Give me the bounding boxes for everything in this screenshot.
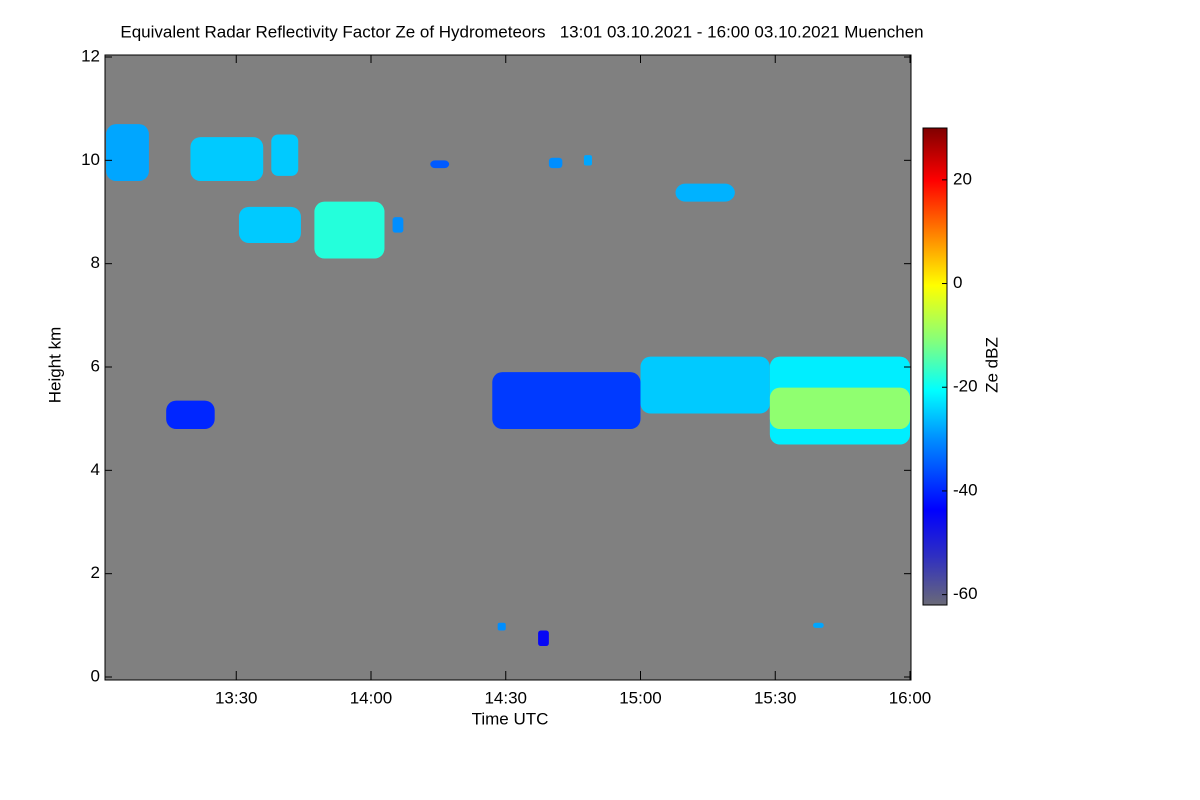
colorbar — [922, 127, 948, 606]
colorbar-tick-label: -20 — [953, 377, 978, 396]
reflectivity-cell — [497, 622, 506, 631]
y-tick-label: 2 — [91, 563, 100, 582]
reflectivity-cell — [812, 622, 824, 628]
y-tick-label: 6 — [91, 356, 100, 375]
colorbar-tick-label: -40 — [953, 480, 978, 499]
colorbar-tick-label: 20 — [953, 169, 972, 188]
colorbar-label: Ze dBZ — [982, 337, 1001, 393]
x-tick-label: 15:00 — [619, 688, 662, 707]
x-tick-label: 13:30 — [215, 688, 258, 707]
reflectivity-cell — [769, 387, 910, 429]
y-tick-label: 4 — [91, 460, 100, 479]
x-tick-label: 16:00 — [889, 688, 932, 707]
x-axis-label: Time UTC — [472, 709, 549, 728]
reflectivity-cell — [314, 201, 385, 259]
reflectivity-cell — [106, 124, 149, 181]
y-tick-label: 8 — [91, 253, 100, 272]
reflectivity-cell — [238, 206, 301, 243]
reflectivity-cell — [583, 155, 592, 166]
reflectivity-cell — [190, 137, 264, 181]
chart-title: Equivalent Radar Reflectivity Factor Ze … — [120, 22, 923, 41]
reflectivity-cell — [675, 183, 735, 202]
reflectivity-cell — [166, 400, 215, 429]
y-tick-label: 0 — [91, 666, 100, 685]
reflectivity-cell — [538, 630, 549, 646]
x-tick-label: 14:00 — [350, 688, 393, 707]
reflectivity-cell — [640, 356, 770, 414]
y-tick-label: 12 — [81, 46, 100, 65]
y-tick-label: 10 — [81, 150, 100, 169]
colorbar-tick-label: 0 — [953, 273, 962, 292]
x-tick-label: 15:30 — [754, 688, 797, 707]
x-tick-label: 14:30 — [484, 688, 527, 707]
colorbar-tick-label: -60 — [953, 584, 978, 603]
cells — [106, 124, 910, 646]
reflectivity-cell — [548, 157, 563, 169]
y-axis-label: Height km — [45, 327, 64, 404]
reflectivity-cell — [271, 134, 299, 176]
reflectivity-cell — [392, 217, 404, 233]
reflectivity-cell — [492, 372, 641, 429]
reflectivity-cell — [430, 160, 450, 169]
